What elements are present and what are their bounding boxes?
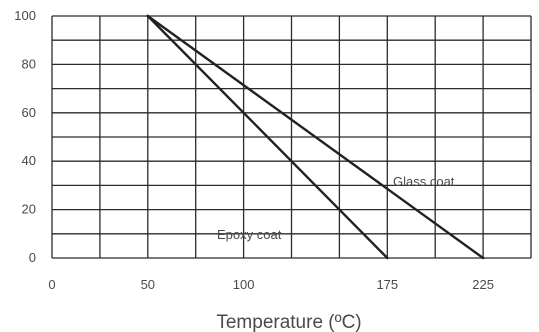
data-point-glass-coat (146, 14, 149, 18)
x-tick-labels: 0 50 100 175 225 (48, 277, 494, 292)
x-tick-label: 175 (376, 277, 398, 292)
data-point-epoxy-coat (386, 256, 389, 260)
y-tick-label: 60 (22, 105, 36, 120)
series-label-glass-coat: Glass coat (393, 174, 455, 189)
x-tick-label: 50 (141, 277, 155, 292)
data-point-glass-coat (481, 256, 485, 260)
series-lines (146, 14, 485, 260)
x-tick-label: 0 (48, 277, 55, 292)
x-tick-label: 100 (233, 277, 255, 292)
series-line-epoxy-coat (146, 14, 389, 260)
y-tick-label: 0 (29, 250, 36, 265)
y-tick-label: 20 (22, 202, 36, 217)
x-tick-label: 225 (472, 277, 494, 292)
y-tick-label: 40 (22, 153, 36, 168)
grid (51, 15, 532, 259)
series-label-epoxy-coat: Epoxy coat (217, 227, 282, 242)
series-line-glass-coat (146, 14, 485, 260)
x-axis-label: Temperature (ºC) (216, 312, 361, 332)
y-tick-label: 80 (22, 56, 36, 71)
y-tick-labels: 0 20 40 60 80 100 (14, 8, 36, 265)
y-tick-label: 100 (14, 8, 36, 23)
